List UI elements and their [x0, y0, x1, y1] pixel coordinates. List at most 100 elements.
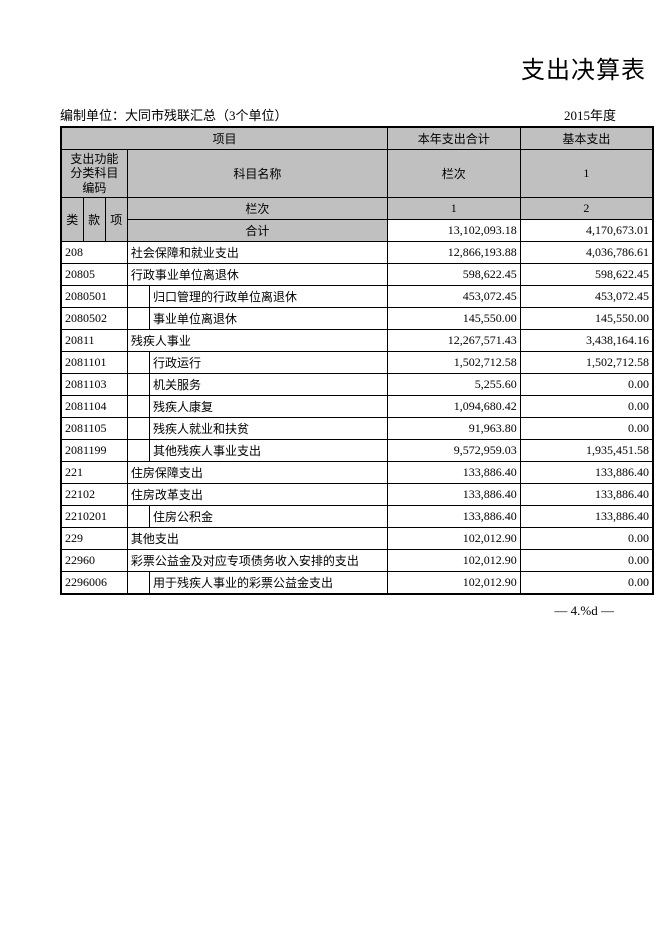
- cell-v1: 102,012.90: [387, 572, 520, 595]
- cell-code: 2081101: [61, 352, 127, 374]
- hdr-col1: 本年支出合计: [387, 127, 520, 150]
- cell-name: 残疾人就业和扶贫: [150, 418, 388, 440]
- cell-name: 残疾人事业: [127, 330, 387, 352]
- cell-v2: 145,550.00: [520, 308, 653, 330]
- cell-code: 2296006: [61, 572, 127, 595]
- cell-v1: 1,094,680.42: [387, 396, 520, 418]
- cell-name: 彩票公益金及对应专项债务收入安排的支出: [127, 550, 387, 572]
- cell-name: 住房公积金: [150, 506, 388, 528]
- hdr-rowlabel2: 栏次: [127, 198, 387, 220]
- cell-v2: 0.00: [520, 374, 653, 396]
- cell-indent: [127, 572, 149, 595]
- cell-v2: 0.00: [520, 418, 653, 440]
- cell-indent: [127, 396, 149, 418]
- cell-name: 归口管理的行政单位离退休: [150, 286, 388, 308]
- cell-v2: 0.00: [520, 396, 653, 418]
- table-row: 2210201住房公积金133,886.40133,886.40: [61, 506, 653, 528]
- cell-code: 221: [61, 462, 127, 484]
- cell-v1: 145,550.00: [387, 308, 520, 330]
- cell-name: 事业单位离退休: [150, 308, 388, 330]
- table-row: 2081199其他残疾人事业支出9,572,959.031,935,451.58: [61, 440, 653, 462]
- total-v2: 4,170,673.01: [520, 220, 653, 242]
- table-row: 229其他支出102,012.900.00: [61, 528, 653, 550]
- table-row: 221住房保障支出133,886.40133,886.40: [61, 462, 653, 484]
- org-label: 编制单位：大同市残联汇总（3个单位）: [60, 105, 564, 124]
- expenditure-table: 项目 本年支出合计 基本支出 支出功能分类科目编码 科目名称 栏次 1 类 款 …: [60, 126, 654, 595]
- cell-indent: [127, 286, 149, 308]
- cell-code: 208: [61, 242, 127, 264]
- total-v1: 13,102,093.18: [387, 220, 520, 242]
- cell-code: 2081103: [61, 374, 127, 396]
- cell-code: 2080501: [61, 286, 127, 308]
- cell-indent: [127, 308, 149, 330]
- cell-v2: 0.00: [520, 572, 653, 595]
- cell-v2: 598,622.45: [520, 264, 653, 286]
- table-row: 2080502事业单位离退休145,550.00145,550.00: [61, 308, 653, 330]
- cell-code: 22960: [61, 550, 127, 572]
- cell-v2: 133,886.40: [520, 462, 653, 484]
- meta-row: 编制单位：大同市残联汇总（3个单位） 2015年度: [60, 105, 654, 124]
- cell-indent: [127, 440, 149, 462]
- table-row: 20805行政事业单位离退休598,622.45598,622.45: [61, 264, 653, 286]
- cell-v1: 91,963.80: [387, 418, 520, 440]
- hdr-c1b: 1: [387, 198, 520, 220]
- cell-v1: 598,622.45: [387, 264, 520, 286]
- cell-name: 社会保障和就业支出: [127, 242, 387, 264]
- cell-v2: 4,036,786.61: [520, 242, 653, 264]
- cell-code: 2081105: [61, 418, 127, 440]
- cell-v1: 12,866,193.88: [387, 242, 520, 264]
- table-row: 22102住房改革支出133,886.40133,886.40: [61, 484, 653, 506]
- cell-indent: [127, 506, 149, 528]
- cell-v2: 0.00: [520, 528, 653, 550]
- hdr-rowlabel: 栏次: [387, 150, 520, 198]
- cell-v1: 133,886.40: [387, 506, 520, 528]
- cell-code: 22102: [61, 484, 127, 506]
- cell-code: 229: [61, 528, 127, 550]
- cell-v2: 133,886.40: [520, 506, 653, 528]
- table-row: 2081101行政运行1,502,712.581,502,712.58: [61, 352, 653, 374]
- cell-v1: 12,267,571.43: [387, 330, 520, 352]
- cell-v1: 133,886.40: [387, 462, 520, 484]
- cell-code: 2081199: [61, 440, 127, 462]
- cell-name: 机关服务: [150, 374, 388, 396]
- cell-v2: 453,072.45: [520, 286, 653, 308]
- cell-v2: 0.00: [520, 550, 653, 572]
- hdr-c1: 1: [520, 150, 653, 198]
- cell-v2: 3,438,164.16: [520, 330, 653, 352]
- cell-code: 20811: [61, 330, 127, 352]
- cell-code: 20805: [61, 264, 127, 286]
- cell-code: 2081104: [61, 396, 127, 418]
- cell-v1: 1,502,712.58: [387, 352, 520, 374]
- hdr-col2: 基本支出: [520, 127, 653, 150]
- hdr-name: 科目名称: [127, 150, 387, 198]
- cell-name: 行政运行: [150, 352, 388, 374]
- cell-v1: 9,572,959.03: [387, 440, 520, 462]
- cell-v2: 1,502,712.58: [520, 352, 653, 374]
- table-row: 2081103机关服务5,255.600.00: [61, 374, 653, 396]
- cell-code: 2210201: [61, 506, 127, 528]
- cell-name: 其他残疾人事业支出: [150, 440, 388, 462]
- cell-name: 住房改革支出: [127, 484, 387, 506]
- table-row: 2081105 残疾人就业和扶贫91,963.800.00: [61, 418, 653, 440]
- table-row: 2296006 用于残疾人事业的彩票公益金支出102,012.900.00: [61, 572, 653, 595]
- page-footer: — 4.%d —: [60, 603, 654, 619]
- cell-name: 残疾人康复: [150, 396, 388, 418]
- year-label: 2015年度: [564, 105, 654, 124]
- table-row: 20811残疾人事业12,267,571.433,438,164.16: [61, 330, 653, 352]
- hdr-lei: 类: [61, 198, 83, 242]
- cell-code: 2080502: [61, 308, 127, 330]
- hdr-xiang: 项: [105, 198, 127, 242]
- cell-name: 行政事业单位离退休: [127, 264, 387, 286]
- cell-indent: [127, 352, 149, 374]
- hdr-code: 支出功能分类科目编码: [61, 150, 127, 198]
- cell-v1: 102,012.90: [387, 550, 520, 572]
- hdr-c2: 2: [520, 198, 653, 220]
- cell-v1: 133,886.40: [387, 484, 520, 506]
- table-row: 22960彩票公益金及对应专项债务收入安排的支出102,012.900.00: [61, 550, 653, 572]
- cell-name: 住房保障支出: [127, 462, 387, 484]
- cell-name: 用于残疾人事业的彩票公益金支出: [150, 572, 388, 595]
- cell-v2: 133,886.40: [520, 484, 653, 506]
- cell-name: 其他支出: [127, 528, 387, 550]
- table-row: 2081104 残疾人康复1,094,680.420.00: [61, 396, 653, 418]
- cell-v1: 453,072.45: [387, 286, 520, 308]
